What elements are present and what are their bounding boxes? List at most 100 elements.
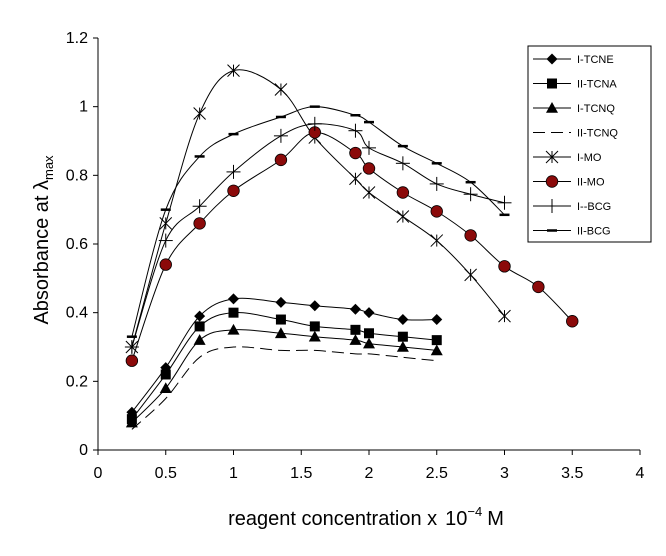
legend-label-ii-mo: II-MO	[577, 177, 605, 189]
legend-label-ii-tcna: II-TCNA	[577, 79, 617, 91]
data-point-ii-mo	[349, 146, 362, 160]
series-line-i-tcne	[131, 297, 437, 413]
data-point-i-tcnq	[193, 334, 206, 345]
data-point-ii-mo	[396, 186, 410, 199]
data-point-ii-mo	[159, 258, 172, 271]
data-point-i-bcg	[395, 156, 410, 171]
series-ii-bcg	[126, 105, 510, 338]
data-point-ii-tcna	[350, 324, 361, 335]
series-line-ii-tcnq	[131, 346, 437, 430]
axes: 0 0.2 0.4 0.6 0.8 1 1.2 0 0.5 1 1.5 2 2.5 3 3.5 4	[66, 30, 645, 482]
data-point-i-tcne	[228, 293, 239, 305]
y-tick-label: 0	[79, 442, 88, 459]
legend-item-ii-bcg: II-BCG	[533, 226, 611, 238]
x-axis-label-power: 10	[445, 508, 467, 530]
x-tick-label: 3.5	[561, 465, 583, 482]
data-point-ii-mo	[193, 217, 206, 230]
data-point-ii-mo	[430, 205, 443, 218]
series-i-tcne	[126, 293, 443, 418]
data-point-i-tcnq	[430, 344, 443, 356]
y-tick-label: 0.4	[66, 305, 88, 322]
series-i-tcnq	[125, 323, 443, 428]
data-point-i-bcg	[348, 123, 363, 138]
legend-item-i-tcnq: I-TCNQ	[533, 102, 615, 115]
x-axis-label: reagent concentration x	[228, 508, 437, 530]
data-point-i-tcnq	[274, 327, 287, 339]
data-point-i-tcne	[397, 314, 409, 326]
data-point-i-mo	[227, 64, 240, 77]
data-point-ii-tcna	[228, 307, 239, 318]
y-tick-label: 0.8	[66, 167, 88, 184]
series-ii-mo	[125, 126, 579, 367]
y-axis-label-subscript: max	[41, 155, 56, 180]
x-tick-label: 2	[365, 465, 374, 482]
series-line-ii-tcna	[131, 312, 437, 420]
data-point-i-tcne	[431, 314, 443, 326]
legend-item-ii-tcna: II-TCNA	[533, 78, 617, 91]
data-point-i-bcg	[307, 116, 322, 131]
y-tick-label: 1.2	[66, 30, 88, 47]
x-tick-label: 2.5	[426, 465, 448, 482]
data-point-i-tcnq	[363, 337, 375, 349]
data-point-i-bcg	[497, 195, 512, 210]
legend-label-i-tcne: I-TCNE	[577, 54, 614, 66]
series-ii-tcna	[126, 307, 442, 425]
x-axis-title: reagent concentration x 10−4 M	[228, 504, 504, 530]
data-point-i-tcnq	[349, 334, 362, 345]
legend-marker-ii-tcna	[547, 78, 557, 89]
data-point-i-tcnq	[227, 323, 240, 335]
y-tick-label: 0.6	[66, 236, 88, 253]
x-tick-label: 1.5	[290, 465, 312, 482]
x-tick-label: 0	[94, 465, 103, 482]
data-point-i-tcnq	[125, 416, 138, 428]
legend-marker-i-tcne	[546, 53, 558, 65]
series-line-i-tcnq	[131, 329, 437, 423]
data-point-i-tcne	[363, 307, 375, 319]
data-point-i-mo	[159, 217, 173, 230]
legend-label-i-tcnq: I-TCNQ	[577, 103, 615, 115]
data-point-i-bcg	[429, 176, 444, 191]
legend-label-i-mo: I-MO	[577, 152, 602, 164]
data-point-ii-mo	[274, 153, 288, 167]
legend-item-i-bcg: I--BCG	[533, 199, 611, 213]
legend-item-ii-tcnq: II-TCNQ	[533, 128, 618, 140]
data-point-i-mo	[430, 234, 444, 247]
data-point-i-bcg	[192, 199, 207, 214]
x-tick-label: 4	[636, 465, 645, 482]
data-point-ii-mo	[498, 260, 511, 273]
y-axis-title: Absorbance at λmax	[31, 155, 56, 325]
data-point-i-mo	[396, 210, 410, 223]
legend-marker-i-mo	[545, 150, 559, 164]
data-point-ii-mo	[566, 315, 579, 328]
data-point-i-mo	[349, 172, 362, 186]
data-point-i-mo	[464, 268, 477, 282]
x-tick-label: 3	[500, 465, 509, 482]
data-point-i-tcnq	[308, 330, 321, 342]
legend-item-i-mo: I-MO	[533, 150, 602, 164]
x-axis-label-exponent: −4	[467, 504, 482, 519]
x-tick-label: 0.5	[155, 465, 177, 482]
data-point-ii-tcna	[431, 335, 442, 346]
legend-label-ii-bcg: II-BCG	[577, 226, 611, 238]
legend-marker-i-bcg	[545, 199, 559, 213]
data-point-ii-tcna	[397, 331, 408, 342]
data-point-i-bcg	[124, 340, 139, 354]
data-point-i-tcne	[349, 303, 361, 315]
data-point-i-bcg	[362, 140, 376, 155]
data-point-ii-tcna	[194, 321, 205, 332]
data-point-i-tcne	[194, 310, 206, 322]
data-point-i-bcg	[463, 187, 478, 202]
legend-item-i-tcne: I-TCNE	[533, 53, 614, 66]
legend-item-ii-mo: II-MO	[533, 175, 605, 189]
data-point-i-bcg	[273, 128, 288, 143]
data-point-i-tcnq	[159, 382, 172, 393]
series-layer	[124, 64, 579, 430]
legend-marker-ii-mo	[545, 175, 559, 188]
data-point-ii-mo	[125, 354, 139, 367]
x-tick-label: 1	[229, 465, 238, 482]
data-point-i-tcne	[275, 296, 287, 308]
data-point-ii-mo	[227, 184, 240, 197]
data-point-i-mo	[193, 107, 206, 120]
data-point-ii-tcna	[160, 369, 171, 380]
